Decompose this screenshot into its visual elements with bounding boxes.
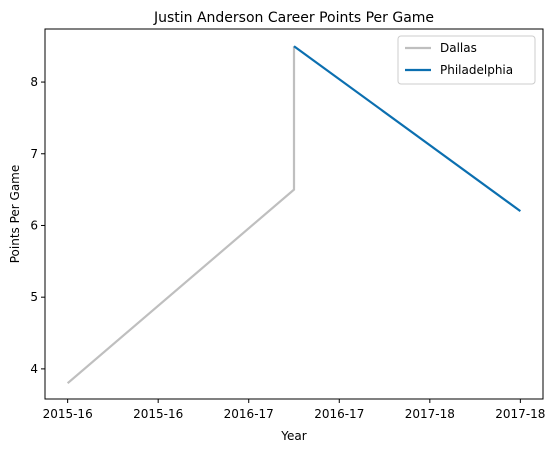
series-line-dallas bbox=[66, 46, 296, 385]
x-tick-label: 2015-16 bbox=[133, 407, 183, 421]
y-tick-label: 8 bbox=[30, 75, 38, 89]
series-line-philadelphia bbox=[293, 45, 522, 213]
y-tick-label: 4 bbox=[30, 362, 38, 376]
legend-label-philadelphia: Philadelphia bbox=[440, 63, 513, 77]
y-tick-label: 5 bbox=[30, 290, 38, 304]
chart-title: Justin Anderson Career Points Per Game bbox=[153, 10, 434, 26]
x-tick-label: 2016-17 bbox=[224, 407, 274, 421]
legend-box bbox=[397, 35, 536, 85]
x-axis-title: Year bbox=[280, 429, 306, 443]
y-axis-title: Points Per Game bbox=[8, 165, 22, 264]
x-tick-label: 2017-18 bbox=[495, 407, 545, 421]
plot-frame bbox=[44, 28, 544, 400]
legend: Dallas Philadelphia bbox=[397, 35, 536, 85]
plot-series-layer bbox=[66, 45, 522, 385]
x-tick-label: 2016-17 bbox=[314, 407, 364, 421]
y-tick-label: 6 bbox=[30, 218, 38, 232]
x-tick-label: 2015-16 bbox=[43, 407, 93, 421]
x-tick-label: 2017-18 bbox=[405, 407, 455, 421]
x-axis: 2015-16 2015-16 2016-17 2016-17 2017-18 2017-… bbox=[43, 399, 545, 421]
y-axis: 4 5 6 7 8 bbox=[30, 75, 45, 376]
legend-label-dallas: Dallas bbox=[440, 41, 477, 55]
y-tick-label: 7 bbox=[30, 147, 38, 161]
